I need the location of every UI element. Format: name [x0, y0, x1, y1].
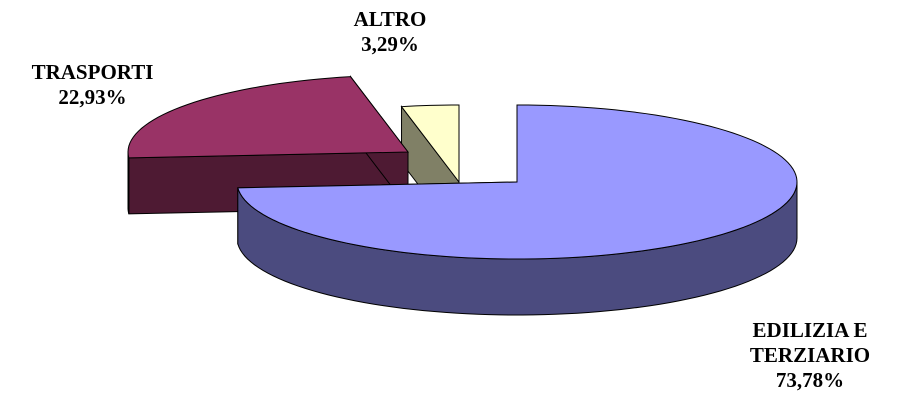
slice-0-top — [237, 104, 798, 260]
label-edilizia-name-line2: TERZIARIO — [749, 343, 871, 367]
slice-1-top — [127, 76, 409, 159]
label-edilizia-value: 73,78% — [775, 368, 845, 392]
label-trasporti: TRASPORTI 22,93% — [0, 60, 185, 110]
slice-1 — [127, 75, 409, 215]
label-edilizia-terziario: EDILIZIA E TERZIARIO 73,78% — [730, 318, 890, 393]
label-edilizia-name-line1: EDILIZIA E — [752, 318, 868, 342]
label-altro-value: 3,29% — [361, 32, 419, 56]
label-trasporti-name: TRASPORTI — [31, 60, 154, 84]
label-trasporti-value: 22,93% — [58, 85, 127, 109]
label-altro-name: ALTRO — [353, 7, 427, 31]
slice-0 — [237, 104, 798, 316]
slice-2-top — [400, 104, 460, 184]
slice-1-outer-wall — [127, 151, 130, 215]
label-altro: ALTRO 3,29% — [330, 7, 450, 57]
